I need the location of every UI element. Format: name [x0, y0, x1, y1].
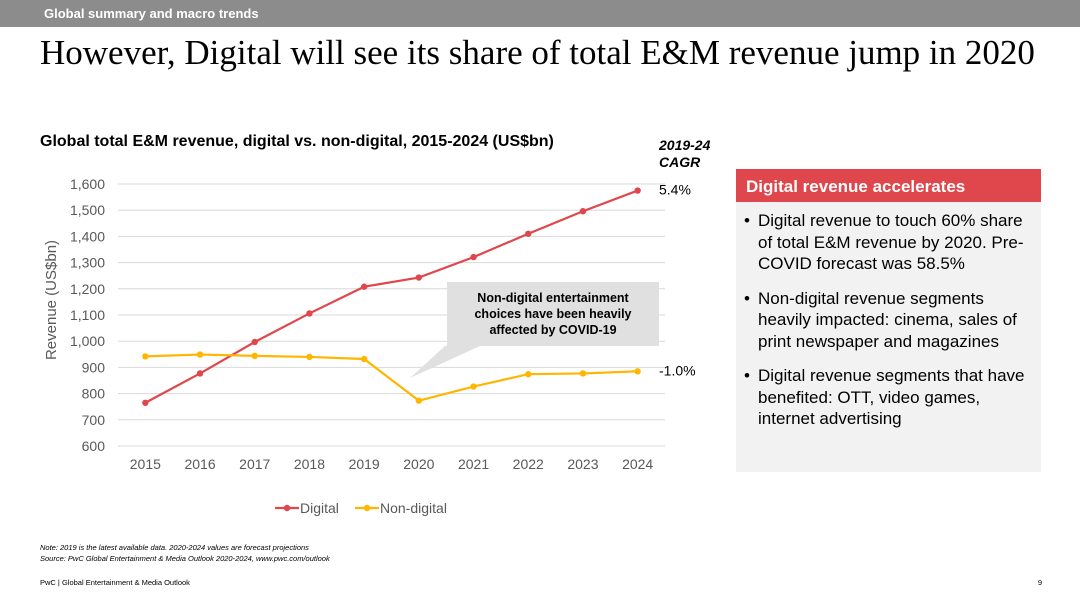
line-chart: 600 700 800 900 1,000 1,100 1,200 1,300 1,400 1,5…	[43, 176, 696, 516]
footer-text: PwC | Global Entertainment & Media Outlo…	[40, 578, 190, 587]
data-point	[525, 371, 532, 378]
panel-bullet-list: • Digital revenue to touch 60% share of t…	[744, 210, 1034, 443]
bullet-icon: •	[744, 288, 750, 308]
panel-bullet-text: Digital revenue segments that have benef…	[758, 366, 1025, 428]
legend-label: Non-digital	[380, 500, 447, 516]
y-tick-label: 1,400	[70, 228, 105, 244]
cagr-digital: 5.4%	[659, 182, 691, 198]
y-axis-label: Revenue (US$bn)	[43, 240, 60, 360]
data-point	[196, 370, 204, 377]
y-tick-label: 1,100	[70, 307, 105, 323]
data-point	[251, 338, 258, 346]
data-point	[634, 187, 641, 194]
y-tick-label: 600	[82, 438, 106, 454]
page-title: However, Digital will see its share of t…	[40, 33, 1035, 72]
chart-source: Source: PwC Global Entertainment & Media…	[40, 554, 330, 563]
data-point	[579, 208, 587, 215]
x-tick-label: 2023	[567, 456, 598, 472]
panel-bullet: • Digital revenue to touch 60% share of t…	[744, 210, 1034, 275]
y-tick-label: 900	[82, 359, 106, 375]
section-bar: Global summary and macro trends	[0, 0, 1080, 27]
data-point	[415, 274, 423, 281]
annotation-text: choices have been heavily	[474, 307, 631, 321]
y-tick-label: 1,200	[70, 281, 105, 297]
x-tick-label: 2019	[349, 456, 380, 472]
x-tick-label: 2018	[294, 456, 325, 472]
annotation-text: affected by COVID-19	[489, 323, 616, 337]
panel-title: Digital revenue accelerates	[746, 177, 966, 196]
y-tick-label: 1,300	[70, 255, 105, 271]
legend-label: Digital	[300, 500, 339, 516]
x-tick-label: 2020	[403, 456, 434, 472]
series-line-digital	[144, 189, 639, 404]
data-point	[470, 253, 477, 261]
data-point	[196, 351, 204, 358]
y-tick-label: 1,500	[70, 202, 105, 218]
panel-body: • Digital revenue to touch 60% share of t…	[736, 202, 1041, 472]
cagr-non-digital: -1.0%	[659, 362, 696, 378]
y-tick-label: 1,000	[70, 333, 105, 349]
data-point	[142, 399, 149, 406]
data-point	[360, 283, 368, 290]
data-point	[470, 383, 477, 390]
x-tick-label: 2017	[239, 456, 270, 472]
series-line-non-digital	[145, 353, 638, 402]
chart-note: Note: 2019 is the latest available data.…	[40, 543, 309, 552]
panel-bullet-text: Non-digital revenue segments heavily imp…	[758, 288, 1017, 351]
data-point	[251, 352, 258, 360]
annotation-text: Non-digital entertainment	[477, 291, 629, 305]
y-tick-label: 700	[82, 412, 106, 428]
panel-header: Digital revenue accelerates	[736, 169, 1041, 202]
bullet-icon: •	[744, 366, 750, 385]
data-point	[306, 310, 313, 317]
data-point	[142, 353, 149, 360]
y-tick-label: 800	[82, 386, 106, 402]
data-point	[525, 230, 532, 237]
page-number: 9	[1037, 578, 1042, 587]
data-point	[579, 370, 587, 377]
annotation-callout	[410, 282, 659, 378]
legend-marker	[283, 504, 291, 512]
legend-marker	[363, 504, 371, 512]
data-point	[306, 353, 313, 361]
chart-title: Global total E&M revenue, digital vs. no…	[40, 133, 554, 150]
panel-bullet-text: Digital revenue to touch 60% share of to…	[758, 211, 1024, 273]
x-tick-label: 2021	[458, 456, 489, 472]
data-point	[634, 368, 641, 375]
x-tick-label: 2022	[513, 456, 544, 472]
cagr-header: 2019-24 CAGR	[659, 137, 711, 170]
x-tick-label: 2016	[184, 456, 215, 472]
y-tick-label: 1,600	[70, 176, 105, 192]
x-tick-label: 2015	[130, 456, 161, 472]
section-title: Global summary and macro trends	[44, 6, 259, 21]
data-point	[360, 355, 368, 363]
data-point	[415, 397, 423, 404]
bullet-icon: •	[744, 211, 750, 230]
panel-bullet: • Digital revenue segments that have bene…	[744, 365, 1034, 430]
x-tick-label: 2024	[622, 456, 653, 472]
panel-bullet: • Non-digital revenue segments heavily im…	[744, 288, 1034, 353]
